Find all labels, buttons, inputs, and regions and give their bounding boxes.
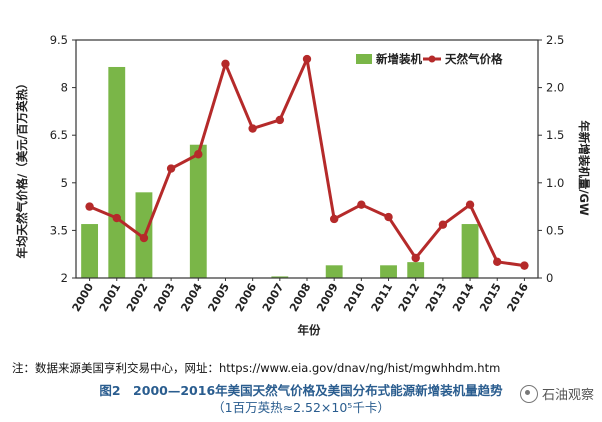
- price-line: [89, 57, 525, 268]
- y-left-axis-title: 年均天然气价格/（美元/百万英热）: [15, 78, 29, 259]
- x-tick-label: 2010: [341, 281, 368, 314]
- caption-subtitle: （1百万英热≈2.52×10⁵千卡）: [212, 400, 390, 415]
- price-point: [112, 213, 121, 223]
- x-tick-label: 2006: [233, 281, 260, 314]
- y-right-tick-label: 1.0: [546, 176, 564, 190]
- bars-layer: [81, 66, 479, 279]
- price-point: [85, 202, 94, 211]
- source-note: 注：数据来源美国亨利交易中心，网址：https://www.eia.gov/dn…: [12, 361, 501, 375]
- price-point: [411, 253, 420, 263]
- legend-bar-swatch: [356, 54, 372, 64]
- bar: [189, 144, 207, 278]
- y-left-tick-label: 5: [61, 176, 68, 190]
- figure-caption: 图2 2000—2016年美国天然气价格及美国分布式能源新增装机量趋势 （1百万…: [0, 382, 602, 416]
- price-point: [438, 220, 448, 229]
- y-right-axis-title: 年新增装机量/GW: [577, 120, 591, 216]
- bar: [271, 276, 289, 278]
- x-tick-label: 2000: [70, 281, 97, 314]
- x-tick-label: 2013: [423, 281, 450, 314]
- bar: [407, 262, 425, 278]
- price-point: [520, 261, 529, 270]
- legend-line-marker: [428, 55, 436, 63]
- watermark-text: 石油观察: [541, 388, 594, 403]
- price-point: [357, 200, 366, 209]
- price-point: [275, 115, 285, 125]
- x-tick-label: 2004: [178, 281, 205, 314]
- x-tick-label: 2016: [504, 281, 531, 314]
- caption-title: 图2 2000—2016年美国天然气价格及美国分布式能源新增装机量趋势: [99, 383, 503, 398]
- y-right-tick-label: 2.5: [546, 33, 564, 47]
- bar: [81, 224, 99, 278]
- x-tick-label: 2015: [477, 281, 504, 314]
- price-point: [465, 200, 475, 209]
- price-point: [302, 54, 312, 64]
- y-left-tick-label: 9.5: [50, 33, 68, 47]
- price-point: [384, 212, 393, 222]
- x-tick-label: 2014: [450, 281, 477, 314]
- legend-line-label: 天然气价格: [445, 52, 503, 66]
- axes-layer: 9.5 8 6.5 5 3.5 2 2.5 2.0 1.5 1.0 0.5 0 2000 2001 2002…: [50, 33, 565, 314]
- price-point: [248, 124, 257, 133]
- y-right-tick-label: 0: [546, 271, 553, 285]
- price-point: [139, 233, 149, 243]
- y-right-tick-label: 0.5: [546, 223, 564, 237]
- bar: [108, 66, 126, 279]
- x-axis-title: 年份: [298, 323, 321, 337]
- price-point: [329, 214, 339, 224]
- price-point: [166, 164, 176, 173]
- price-point: [194, 150, 203, 159]
- y-left-tick-label: 8: [61, 81, 68, 95]
- price-point: [221, 59, 230, 68]
- y-right-tick-label: 2.0: [546, 81, 564, 95]
- legend-bar-label: 新增装机: [376, 52, 422, 66]
- price-point: [493, 257, 502, 267]
- line-layer: [85, 54, 529, 270]
- bar: [380, 265, 397, 278]
- legend: 新增装机 天然气价格: [356, 52, 503, 66]
- bar: [461, 224, 479, 278]
- chart: 9.5 8 6.5 5 3.5 2 2.5 2.0 1.5 1.0 0.5 0 2000 2001 2002…: [15, 33, 591, 337]
- x-tick-label: 2007: [260, 281, 287, 314]
- y-left-tick-label: 3.5: [50, 223, 68, 237]
- x-tick-label: 2003: [151, 281, 178, 314]
- x-tick-label: 2009: [314, 281, 341, 314]
- x-tick-label: 2011: [369, 281, 396, 314]
- bar: [325, 265, 343, 278]
- y-left-tick-label: 2: [61, 271, 68, 285]
- x-tick-label: 2005: [205, 281, 232, 314]
- y-right-tick-label: 1.5: [546, 128, 564, 142]
- watermark: 石油观察: [519, 384, 594, 403]
- x-tick-label: 2008: [287, 281, 314, 314]
- y-left-tick-label: 6.5: [50, 128, 68, 142]
- x-tick-label: 2002: [124, 281, 151, 314]
- watermark-logo-icon: [519, 384, 538, 403]
- x-tick-label: 2012: [396, 281, 423, 314]
- x-tick-label: 2001: [97, 281, 124, 314]
